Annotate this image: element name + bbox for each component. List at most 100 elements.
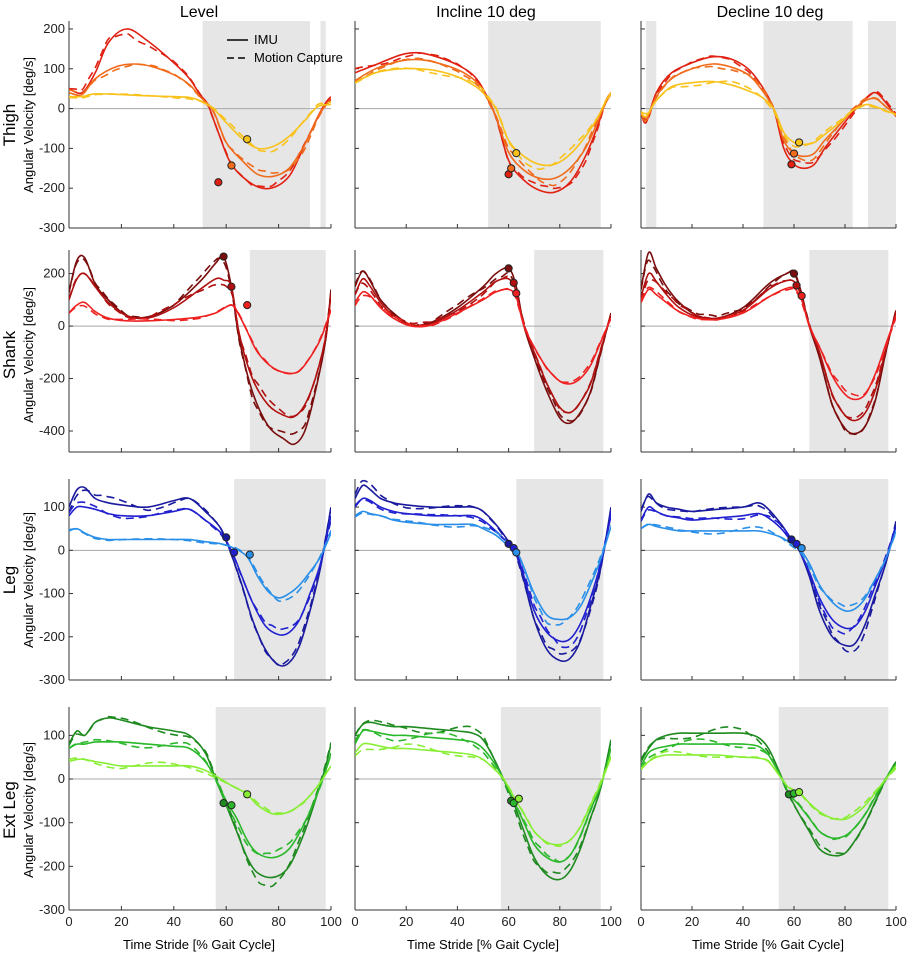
y-axis-label-shank: Angular Velocity [deg/s] [21, 287, 36, 423]
panel-leg-level-marker-1 [222, 533, 231, 542]
panels-layer: 2001000-100-200-3002000-200-4001000-100-… [39, 21, 907, 929]
panel-shank-level-series-2-motion-capture [69, 272, 331, 418]
column-title-incline: Incline 10 deg [436, 4, 536, 21]
panel-leg-level-series-3-imu [69, 527, 331, 599]
x-axis-label-incline: Time Stride [% Gait Cycle] [407, 937, 559, 952]
panel-leg-incline-10-deg-series-2-motion-capture [355, 498, 611, 649]
panel-ext-leg-level-lines [69, 715, 331, 888]
panel-leg-incline-10-deg-lines [355, 479, 611, 663]
panel-shank-level-series-3-motion-capture [69, 304, 331, 375]
panel-shank-incline-10-deg-marker-3 [512, 289, 521, 298]
panel-shank-incline-10-deg-marker-2 [509, 278, 518, 287]
panel-thigh-level-lines [69, 28, 331, 190]
panel-thigh-decline-10-deg-series-3-motion-capture [641, 80, 896, 148]
panel-thigh-level-marker-2 [227, 161, 236, 170]
y-axis-labels: Angular Velocity [deg/s] Angular Velocit… [21, 57, 36, 878]
panel-shank-level-ytick-label--200: -200 [39, 371, 65, 386]
panel-ext-leg-incline-10-deg: 0 20 40 60 80 100 [351, 707, 622, 929]
y-axis-label-thigh: Angular Velocity [deg/s] [21, 57, 36, 193]
legend-imu-label: IMU [254, 32, 278, 47]
panel-leg-level-marker-3 [245, 550, 254, 559]
panel-leg-level-series-3-motion-capture [69, 528, 331, 603]
panel-thigh-decline-10-deg-lines [641, 55, 896, 170]
panel-thigh-level-ytick-label--200: -200 [39, 180, 65, 195]
panel-leg-incline-10-deg-shade-band-1 [516, 479, 604, 680]
panel-ext-leg-level-ytick-label--300: -300 [39, 902, 65, 917]
row-label-thigh: Thigh [0, 104, 19, 147]
panel-leg-level-ytick-label--100: -100 [39, 586, 65, 601]
panel-thigh-decline-10-deg-marker-1 [787, 160, 796, 169]
panel-leg-decline-10-deg-series-2-motion-capture [641, 508, 896, 635]
panel-shank-decline-10-deg-series-1-motion-capture [641, 259, 896, 436]
panel-shank-incline-10-deg [354, 250, 612, 453]
panel-ext-leg-incline-10-deg-series-3-imu [355, 742, 611, 846]
panel-shank-decline-10-deg-marker-3 [797, 291, 806, 301]
panel-thigh-incline-10-deg-series-1-motion-capture [355, 52, 611, 190]
panel-leg-level-ytick-label--200: -200 [39, 629, 65, 644]
panel-leg-level-series-2-imu [69, 505, 331, 636]
panel-ext-leg-decline-10-deg-xtick-label-60: 60 [787, 914, 801, 929]
x-axis-label-decline: Time Stride [% Gait Cycle] [692, 937, 844, 952]
panel-ext-leg-decline-10-deg-series-3-motion-capture [641, 750, 896, 820]
panel-leg-decline-10-deg-lines [641, 493, 896, 653]
panel-ext-leg-incline-10-deg-lines [355, 719, 611, 881]
panel-leg-decline-10-deg-marker-3 [797, 544, 806, 553]
panel-thigh-level-ytick-label--100: -100 [39, 140, 65, 155]
panel-ext-leg-decline-10-deg-xtick-label-80: 80 [838, 914, 852, 929]
panel-shank-decline-10-deg-marker-1 [789, 269, 799, 278]
panel-shank-level-ytick-label-0: 0 [58, 318, 65, 333]
panel-shank-level-marker-2 [227, 282, 236, 291]
panel-thigh-decline-10-deg-shade-band-1 [646, 21, 657, 228]
panel-ext-leg-incline-10-deg-xtick-label-60: 60 [501, 914, 515, 929]
panel-ext-leg-decline-10-deg-xtick-label-40: 40 [736, 914, 750, 929]
panel-ext-leg-incline-10-deg-marker-2 [509, 798, 518, 808]
y-axis-label-leg: Angular Velocity [deg/s] [21, 512, 36, 648]
panel-ext-leg-incline-10-deg-xtick-label-0: 0 [351, 914, 358, 929]
panel-thigh-decline-10-deg-marker-3 [795, 138, 804, 147]
panel-ext-leg-incline-10-deg-xtick-label-20: 20 [399, 914, 413, 929]
panel-ext-leg-decline-10-deg-series-1-motion-capture [641, 726, 896, 855]
panel-shank-incline-10-deg-shade-band-1 [534, 250, 604, 452]
panel-thigh-decline-10-deg [640, 21, 897, 229]
panel-ext-leg-level-series-2-imu [69, 740, 331, 859]
y-axis-label-ext-leg: Angular Velocity [deg/s] [21, 742, 36, 878]
x-axis-labels: Time Stride [% Gait Cycle] Time Stride [… [123, 937, 844, 952]
panel-thigh-level-ytick-label--300: -300 [39, 220, 65, 235]
panel-thigh-decline-10-deg-series-2-imu [641, 63, 896, 158]
panel-leg-decline-10-deg [640, 479, 897, 681]
panel-shank-decline-10-deg-marker-2 [792, 281, 801, 290]
panel-thigh-level-ytick-label-0: 0 [58, 101, 65, 116]
panel-leg-level-series-2-motion-capture [69, 501, 331, 631]
panel-leg-decline-10-deg-series-1-motion-capture [641, 495, 896, 653]
panel-leg-level-shade-band-1 [234, 479, 326, 680]
panel-ext-leg-level-ytick-label--100: -100 [39, 815, 65, 830]
panel-ext-leg-incline-10-deg-marker-3 [514, 794, 523, 803]
panel-ext-leg-level-marker-2 [227, 801, 236, 810]
column-title-decline: Decline 10 deg [717, 4, 824, 21]
row-label-ext-leg: Ext Leg [0, 781, 19, 839]
panel-thigh-incline-10-deg-shade-band-1 [488, 21, 601, 228]
panel-thigh-level-shade-band-2 [320, 21, 326, 228]
panel-ext-leg-level-ytick-label-0: 0 [58, 771, 65, 786]
panel-ext-leg-level-xtick-label-20: 20 [114, 914, 128, 929]
panel-thigh-incline-10-deg-marker-3 [512, 149, 521, 158]
panel-ext-leg-incline-10-deg-xtick-label-80: 80 [553, 914, 567, 929]
row-label-leg: Leg [0, 566, 19, 594]
column-titles: Level Incline 10 deg Decline 10 deg [180, 4, 824, 21]
panel-ext-leg-level-marker-1 [219, 798, 228, 808]
legend-motion-capture-label: Motion Capture [254, 50, 343, 65]
panel-ext-leg-level-series-2-motion-capture [69, 738, 331, 856]
panel-leg-incline-10-deg-marker-1 [504, 539, 513, 548]
panel-leg-decline-10-deg-series-3-motion-capture [641, 523, 896, 608]
panel-leg-decline-10-deg-shade-band-1 [799, 479, 889, 680]
panel-ext-leg-decline-10-deg-xtick-label-100: 100 [885, 914, 907, 929]
panel-thigh-decline-10-deg-shade-band-3 [867, 21, 896, 228]
panel-shank-level-marker-1 [219, 252, 228, 261]
panel-ext-leg-level-xtick-label-40: 40 [167, 914, 181, 929]
panel-leg-incline-10-deg-series-1-motion-capture [355, 479, 611, 655]
panel-ext-leg-decline-10-deg-xtick-label-0: 0 [637, 914, 644, 929]
panel-leg-level-ytick-label--300: -300 [39, 672, 65, 687]
panel-thigh-level-shade-band-1 [202, 21, 311, 228]
panel-leg-level-ytick-label-100: 100 [43, 499, 65, 514]
